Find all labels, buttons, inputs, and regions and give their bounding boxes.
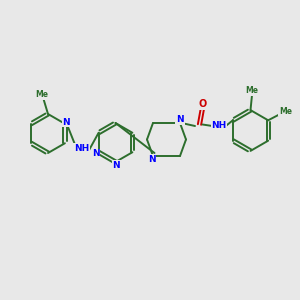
Text: N: N — [148, 155, 155, 164]
Text: Me: Me — [35, 90, 49, 99]
Text: N: N — [112, 161, 120, 170]
Text: NH: NH — [74, 144, 89, 153]
Text: Me: Me — [279, 107, 292, 116]
Text: N: N — [92, 149, 99, 158]
Text: N: N — [176, 115, 184, 124]
Text: Me: Me — [245, 86, 259, 95]
Text: NH: NH — [212, 122, 226, 130]
Text: O: O — [199, 99, 207, 109]
Text: N: N — [63, 118, 70, 127]
